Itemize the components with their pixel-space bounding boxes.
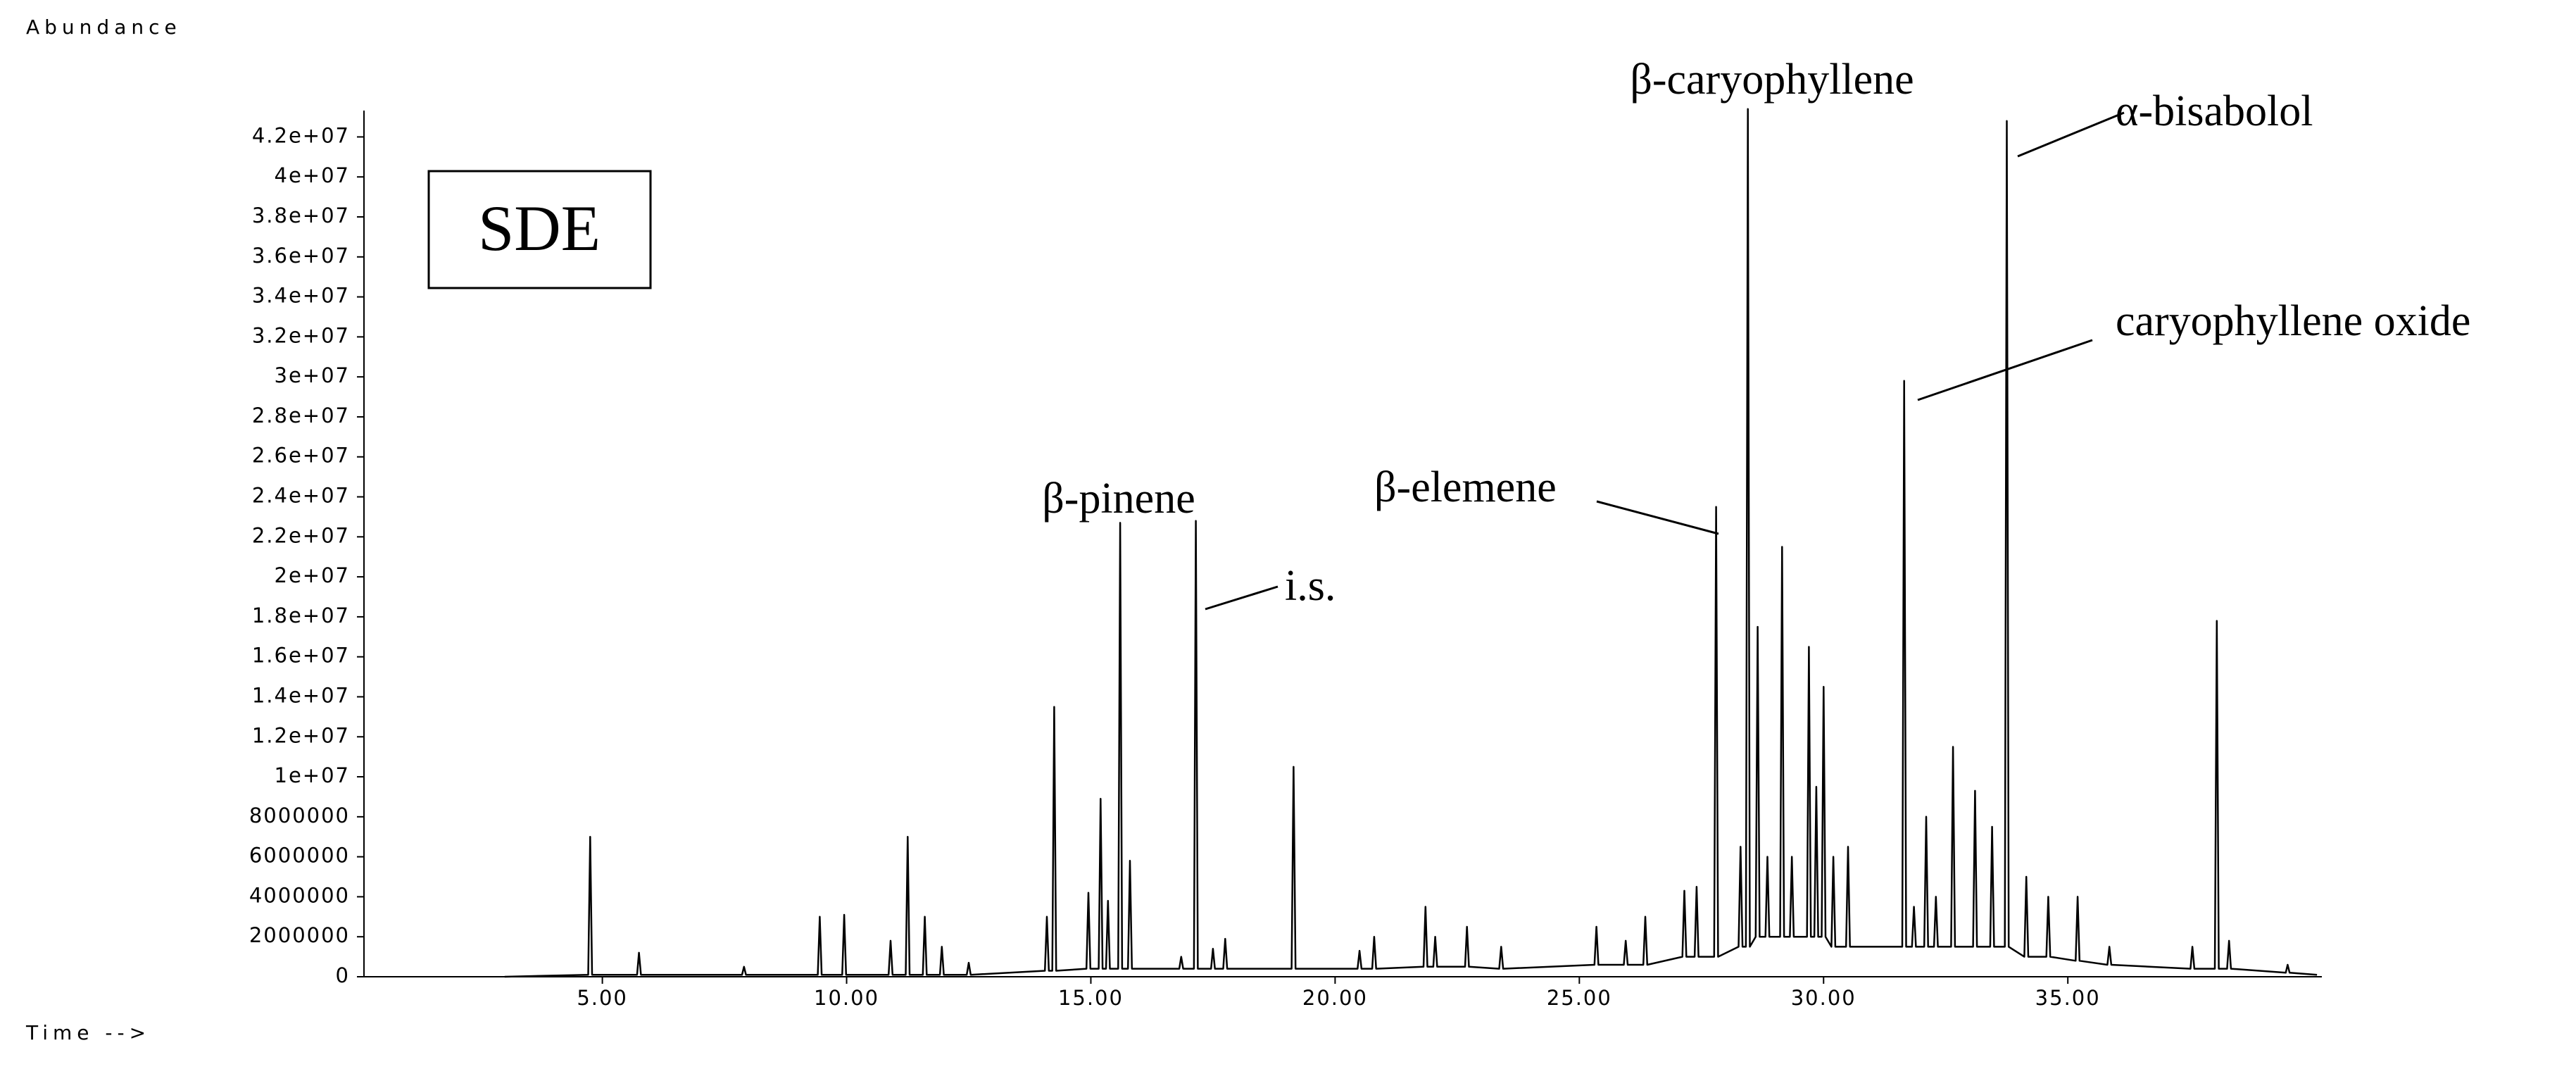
y-tick-label: 2.8e+07 xyxy=(252,404,350,427)
y-tick-label: 3.6e+07 xyxy=(252,244,350,268)
chromatogram-line xyxy=(504,108,2318,978)
annotation-leader xyxy=(1205,585,1278,611)
inset-label: SDE xyxy=(478,192,601,264)
annotation: α-bisabolol xyxy=(2116,87,2313,135)
y-tick-label: 4e+07 xyxy=(275,163,351,187)
y-tick-label: 4000000 xyxy=(249,883,350,907)
annotation: i.s. xyxy=(1285,562,1336,610)
annotation: caryophyllene oxide xyxy=(2116,297,2470,345)
x-tick-label: 30.00 xyxy=(1791,986,1856,1010)
y-tick-label: 2.4e+07 xyxy=(252,484,350,508)
y-tick-label: 2000000 xyxy=(249,923,350,947)
y-tick-label: 8000000 xyxy=(249,804,350,827)
y-tick-label: 4.2e+07 xyxy=(252,123,350,147)
annotation: β-caryophyllene xyxy=(1630,56,1914,104)
x-axis-title: Time --> xyxy=(25,1021,151,1044)
y-axis-title: Abundance xyxy=(26,15,182,39)
y-tick-label: 3.2e+07 xyxy=(252,323,350,347)
x-tick-label: 15.00 xyxy=(1058,986,1124,1010)
y-tick-label: 1.8e+07 xyxy=(252,604,350,627)
y-tick-label: 1e+07 xyxy=(275,763,351,787)
annotation-leader xyxy=(2017,111,2125,158)
annotation-leader xyxy=(1917,339,2093,401)
y-tick-label: 1.2e+07 xyxy=(252,723,350,747)
x-tick-label: 10.00 xyxy=(814,986,879,1010)
annotation-leader xyxy=(1596,500,1719,535)
y-tick-label: 2.6e+07 xyxy=(252,444,350,468)
y-tick-label: 3e+07 xyxy=(275,363,351,387)
annotation: β-pinene xyxy=(1042,475,1195,523)
x-tick-label: 35.00 xyxy=(2035,986,2101,1010)
y-tick-label: 3.4e+07 xyxy=(252,284,350,308)
y-tick-label: 0 xyxy=(336,963,350,987)
y-tick-label: 1.6e+07 xyxy=(252,644,350,668)
y-tick-label: 1.4e+07 xyxy=(252,683,350,707)
inset-box xyxy=(427,170,652,289)
y-tick-label: 6000000 xyxy=(249,844,350,868)
annotation: β-elemene xyxy=(1374,463,1557,511)
y-tick-label: 3.8e+07 xyxy=(252,204,350,227)
x-tick-label: 20.00 xyxy=(1302,986,1368,1010)
x-tick-label: 5.00 xyxy=(577,986,628,1010)
y-tick-label: 2e+07 xyxy=(275,563,351,587)
y-tick-label: 2.2e+07 xyxy=(252,523,350,547)
x-tick-label: 25.00 xyxy=(1547,986,1612,1010)
